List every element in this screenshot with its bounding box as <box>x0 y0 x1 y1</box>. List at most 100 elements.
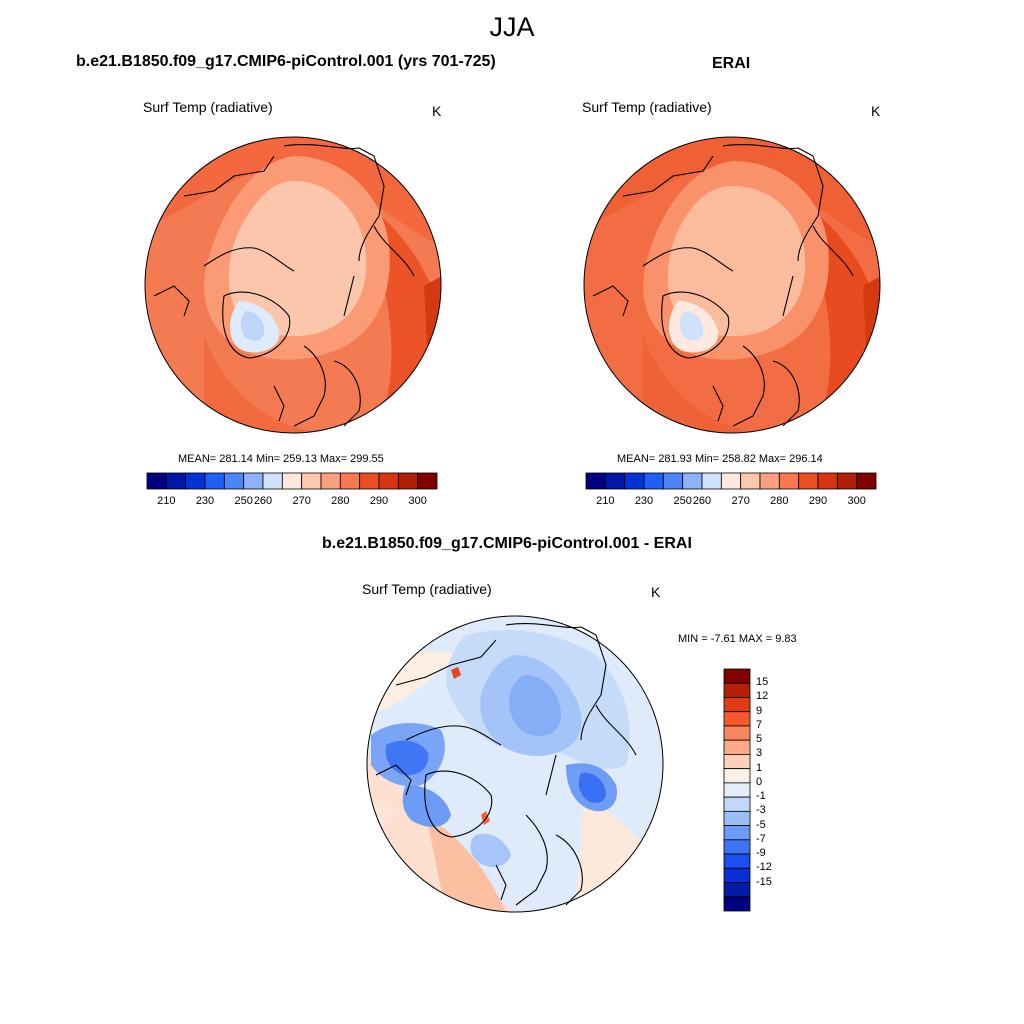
panel1-colorbar-box <box>359 472 380 490</box>
panel1-colorbar-tick: 210 <box>157 495 176 507</box>
panel2-colorbar-tick: 270 <box>731 495 750 507</box>
panel1-colorbar-tick: 300 <box>408 495 427 507</box>
panel1-colorbar <box>146 472 438 490</box>
panel3-polar-map <box>366 615 664 913</box>
panel2-colorbar-box <box>836 472 858 490</box>
panel1-colorbar-box <box>281 472 303 490</box>
panel3-colorbar-box <box>723 711 751 727</box>
panel2-units-label: K <box>871 103 881 119</box>
panel1-colorbar-box <box>165 472 187 490</box>
panel3-colorbar-box <box>723 682 751 698</box>
panel3-colorbar-box <box>723 754 751 770</box>
panel3-colorbar-box <box>723 853 751 869</box>
panel3-colorbar-box <box>723 882 751 898</box>
panel3-colorbar-tick: -5 <box>756 818 766 831</box>
panel3-colorbar-box <box>723 896 751 912</box>
panel1-colorbar-box <box>378 472 399 490</box>
panel2-colorbar-box <box>662 472 684 490</box>
panel1-colorbar-box <box>301 472 322 490</box>
panel1-colorbar-tick: 280 <box>331 495 350 507</box>
panel1-colorbar-box <box>146 472 167 490</box>
panel2-colorbar-box <box>682 472 703 490</box>
panel3-colorbar-box <box>723 796 751 812</box>
panel2-colorbar-tick: 290 <box>808 495 828 507</box>
panel2-colorbar-box <box>778 472 800 490</box>
panel1-units-label: K <box>432 103 442 119</box>
panel3-colorbar-tick: -9 <box>756 847 766 860</box>
panel1-colorbar-box <box>397 472 419 490</box>
panel2-colorbar-box <box>624 472 645 490</box>
panel2-colorbar-tick: 260 <box>692 495 712 507</box>
panel1-colorbar-box <box>243 472 264 490</box>
panel1-colorbar-box <box>204 472 225 490</box>
panel3-colorbar-tick: 3 <box>756 747 763 760</box>
panel3-colorbar-tick: -7 <box>756 832 766 845</box>
panel2-polar-map <box>583 136 881 434</box>
panel1-colorbar-box <box>262 472 283 490</box>
panel1-colorbar-ticks: 210 230 250 260 270 280 290 300 <box>147 495 437 509</box>
panel3-colorbar-tick: 9 <box>756 704 763 717</box>
panel1-colorbar-tick: 230 <box>195 495 215 507</box>
panel3-case-title: b.e21.B1850.f09_g17.CMIP6-piControl.001 … <box>322 535 692 552</box>
panel3-colorbar-box <box>723 725 751 741</box>
panel1-colorbar-tick: 250 <box>234 495 253 507</box>
panel3-units-label: K <box>651 584 661 600</box>
panel1-colorbar-tick: 270 <box>292 495 311 507</box>
panel3-colorbar-tick: 1 <box>756 761 763 774</box>
panel3-colorbar-tick: 7 <box>756 718 763 731</box>
panel3-variable-label: Surf Temp (radiative) <box>362 581 492 597</box>
panel2-colorbar-tick: 280 <box>770 495 789 507</box>
panel3-colorbar-box <box>723 810 751 826</box>
panel1-colorbar-tick: 290 <box>369 495 389 507</box>
panel1-colorbar-box <box>339 472 361 490</box>
panel3-colorbar-tick: -3 <box>756 804 766 817</box>
panel2-colorbar-tick: 230 <box>634 495 654 507</box>
panel2-colorbar-box <box>856 472 877 490</box>
panel1-colorbar-box <box>417 472 438 490</box>
panel2-colorbar-tick: 210 <box>596 495 615 507</box>
panel2-colorbar-box <box>759 472 780 490</box>
panel1-stats: MEAN= 281.14 Min= 259.13 Max= 299.55 <box>178 453 384 465</box>
panel3-colorbar-box <box>723 668 751 684</box>
panel2-colorbar-box <box>585 472 606 490</box>
panel2-colorbar-ticks: 210 230 250 260 270 280 290 300 <box>586 495 876 509</box>
panel3-colorbar-box <box>723 739 751 755</box>
panel3-colorbar <box>723 668 751 912</box>
panel2-colorbar-box <box>604 472 626 490</box>
panel3-colorbar-tick: -12 <box>756 861 772 874</box>
panel3-colorbar-ticks: 15 12 9 7 5 3 1 0 -1 -3 -5 -7 -9 -12 -15 <box>756 669 796 911</box>
panel1-variable-label: Surf Temp (radiative) <box>143 99 273 115</box>
panel3-colorbar-tick: 12 <box>756 690 769 703</box>
panel2-colorbar-box <box>817 472 838 490</box>
panel1-colorbar-tick: 260 <box>253 495 273 507</box>
panel3-colorbar-tick: 15 <box>756 676 769 689</box>
panel3-colorbar-box <box>723 867 751 883</box>
panel3-colorbar-box <box>723 839 751 855</box>
panel2-colorbar <box>585 472 877 490</box>
panel2-colorbar-box <box>643 472 664 490</box>
panel3-colorbar-tick: -1 <box>756 790 766 803</box>
panel2-colorbar-box <box>720 472 742 490</box>
panel2-colorbar-tick: 250 <box>673 495 692 507</box>
figure-title: JJA <box>489 12 535 42</box>
panel1-colorbar-box <box>320 472 341 490</box>
panel3-stats: MIN = -7.61 MAX = 9.83 <box>678 633 797 645</box>
panel3-colorbar-tick: 5 <box>756 733 763 746</box>
panel2-colorbar-box <box>740 472 761 490</box>
panel3-colorbar-box <box>723 697 751 713</box>
panel3-colorbar-box <box>723 768 751 784</box>
panel1-polar-map <box>144 136 442 434</box>
panel1-colorbar-box <box>223 472 245 490</box>
panel2-variable-label: Surf Temp (radiative) <box>582 99 712 115</box>
panel3-colorbar-box <box>723 782 751 798</box>
panel3-colorbar-tick: 0 <box>756 775 763 788</box>
panel2-colorbar-box <box>798 472 819 490</box>
panel2-colorbar-box <box>701 472 722 490</box>
panel3-colorbar-tick: -15 <box>756 875 772 888</box>
panel3-colorbar-box <box>723 825 751 841</box>
panel1-case-title: b.e21.B1850.f09_g17.CMIP6-piControl.001 … <box>76 53 496 70</box>
panel2-colorbar-tick: 300 <box>847 495 866 507</box>
panel1-colorbar-box <box>185 472 206 490</box>
panel2-case-title: ERAI <box>712 55 751 72</box>
panel2-stats: MEAN= 281.93 Min= 258.82 Max= 296.14 <box>617 453 823 465</box>
